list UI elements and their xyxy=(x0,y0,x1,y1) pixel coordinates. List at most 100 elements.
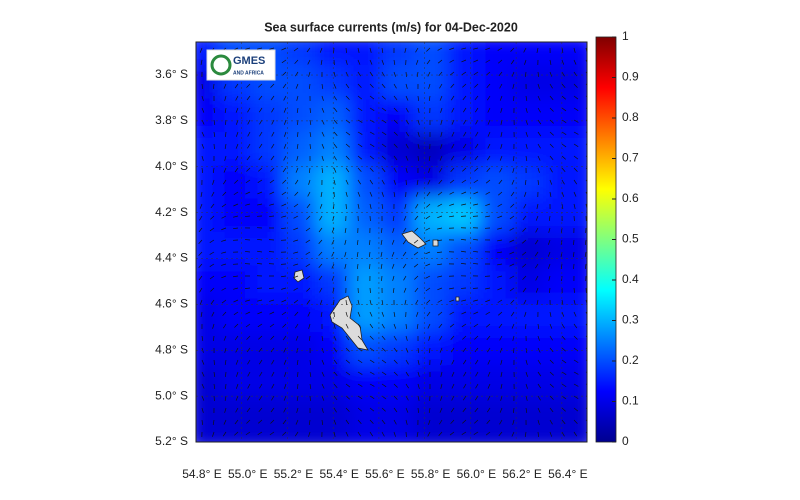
current-arrow xyxy=(212,323,215,329)
current-arrow xyxy=(473,431,479,436)
current-arrow xyxy=(537,407,541,413)
colorbar-tick-label: 0.6 xyxy=(622,191,639,205)
current-arrow xyxy=(201,419,204,426)
current-arrow xyxy=(522,239,527,244)
current-arrow xyxy=(345,155,350,160)
current-arrow xyxy=(561,419,566,425)
current-field xyxy=(196,42,587,442)
current-arrow xyxy=(450,407,455,413)
current-arrow xyxy=(246,155,251,161)
current-arrow xyxy=(473,191,479,195)
current-arrow xyxy=(549,71,553,77)
current-arrow xyxy=(245,191,251,195)
current-arrow xyxy=(405,107,409,113)
current-arrow xyxy=(512,419,515,425)
current-arrow xyxy=(333,119,338,125)
current-arrow xyxy=(500,107,503,113)
current-arrow xyxy=(357,71,362,77)
current-arrow xyxy=(393,311,396,317)
current-arrow xyxy=(333,395,338,401)
current-arrow xyxy=(449,299,455,302)
current-arrow xyxy=(393,323,397,329)
current-arrow xyxy=(428,167,431,173)
current-arrow xyxy=(584,263,587,270)
current-arrow xyxy=(333,335,337,341)
current-arrow xyxy=(282,323,287,328)
current-arrow xyxy=(244,287,251,289)
current-arrow xyxy=(321,167,324,173)
current-arrow xyxy=(425,215,431,220)
current-arrow xyxy=(391,251,395,257)
current-arrow xyxy=(307,191,311,197)
current-arrow xyxy=(425,239,431,243)
current-arrow xyxy=(413,251,419,256)
current-arrow xyxy=(525,407,528,413)
current-arrow xyxy=(498,311,503,316)
current-arrow xyxy=(440,383,443,389)
current-arrow xyxy=(573,239,575,246)
current-arrow xyxy=(509,287,515,292)
colorbar-tick-label: 0.3 xyxy=(622,313,639,327)
current-arrow xyxy=(281,287,287,290)
current-arrow xyxy=(561,143,567,148)
current-arrow xyxy=(233,311,239,316)
current-arrow xyxy=(321,407,324,413)
current-arrow xyxy=(235,395,239,401)
current-arrow xyxy=(233,215,239,218)
current-arrow xyxy=(297,383,299,390)
current-arrow xyxy=(321,155,324,161)
current-arrow xyxy=(461,250,467,253)
current-arrow xyxy=(450,335,455,341)
x-tick-label: 55.2° E xyxy=(274,467,314,481)
current-arrow xyxy=(549,323,553,329)
current-arrow xyxy=(437,311,443,316)
current-arrow xyxy=(525,371,528,377)
current-arrow xyxy=(270,83,275,88)
current-arrow xyxy=(381,143,387,148)
current-arrow xyxy=(235,95,239,101)
current-arrow xyxy=(485,311,491,315)
current-arrow xyxy=(534,251,539,257)
current-arrow xyxy=(449,287,455,290)
current-arrow xyxy=(561,431,565,437)
current-arrow xyxy=(234,179,239,184)
current-arrow xyxy=(381,191,384,197)
current-arrow xyxy=(497,59,503,64)
current-arrow xyxy=(344,263,347,269)
current-arrow xyxy=(345,191,348,197)
current-arrow xyxy=(537,335,540,341)
current-arrow xyxy=(234,335,239,341)
current-arrow xyxy=(498,71,503,77)
current-arrow xyxy=(321,107,325,113)
current-arrow xyxy=(437,215,443,219)
current-arrow xyxy=(415,191,419,197)
current-arrow xyxy=(345,395,351,400)
current-arrow xyxy=(345,143,351,148)
current-arrow xyxy=(549,383,554,388)
current-arrow xyxy=(223,335,227,341)
current-arrow xyxy=(438,179,443,185)
current-arrow xyxy=(213,131,216,137)
current-arrow xyxy=(201,395,205,401)
current-arrow xyxy=(283,359,287,365)
current-arrow xyxy=(549,131,554,136)
current-arrow xyxy=(393,419,397,425)
current-arrow xyxy=(427,179,431,185)
current-arrow xyxy=(393,119,398,124)
current-arrow xyxy=(473,299,479,302)
current-arrow xyxy=(416,311,419,317)
current-arrow xyxy=(222,311,227,316)
current-arrow xyxy=(549,179,553,185)
current-arrow xyxy=(201,335,204,341)
current-arrow xyxy=(284,119,287,125)
current-arrow xyxy=(236,371,239,377)
current-arrow xyxy=(221,203,227,208)
current-arrow xyxy=(475,383,479,389)
current-arrow xyxy=(561,167,566,173)
current-arrow xyxy=(308,71,311,77)
current-arrow xyxy=(428,347,431,353)
current-arrow xyxy=(380,251,383,257)
current-arrow xyxy=(306,47,311,53)
current-arrow xyxy=(293,215,299,219)
current-arrow xyxy=(525,155,528,161)
